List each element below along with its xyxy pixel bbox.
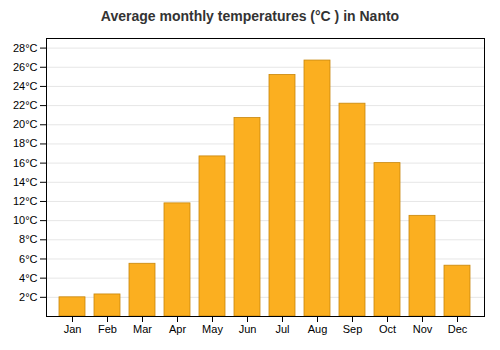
svg-text:Aug: Aug: [308, 323, 328, 335]
svg-text:18°C: 18°C: [13, 137, 38, 149]
svg-text:Jun: Jun: [239, 323, 257, 335]
svg-text:28°C: 28°C: [13, 42, 38, 54]
svg-text:Sep: Sep: [343, 323, 363, 335]
svg-text:Oct: Oct: [379, 323, 396, 335]
svg-text:8°C: 8°C: [19, 233, 38, 245]
svg-text:Dec: Dec: [448, 323, 468, 335]
svg-text:4°C: 4°C: [19, 272, 38, 284]
html-text:Average monthly temperatures (: Average monthly temperatures (°C ) in Na…: [100, 8, 400, 24]
svg-text:16°C: 16°C: [13, 157, 38, 169]
svg-text:Feb: Feb: [98, 323, 117, 335]
svg-text:Jan: Jan: [64, 323, 82, 335]
svg-text:Mar: Mar: [133, 323, 152, 335]
svg-text:10°C: 10°C: [13, 214, 38, 226]
svg-text:22°C: 22°C: [13, 99, 38, 111]
svg-text:Jul: Jul: [275, 323, 289, 335]
svg-text:26°C: 26°C: [13, 61, 38, 73]
svg-text:May: May: [202, 323, 223, 335]
svg-text:6°C: 6°C: [19, 253, 38, 265]
svg-text:2°C: 2°C: [19, 291, 38, 303]
svg-text:12°C: 12°C: [13, 195, 38, 207]
svg-text:20°C: 20°C: [13, 118, 38, 130]
svg-text:Apr: Apr: [169, 323, 186, 335]
svg-text:14°C: 14°C: [13, 176, 38, 188]
svg-text:Nov: Nov: [413, 323, 433, 335]
svg-text:24°C: 24°C: [13, 80, 38, 92]
